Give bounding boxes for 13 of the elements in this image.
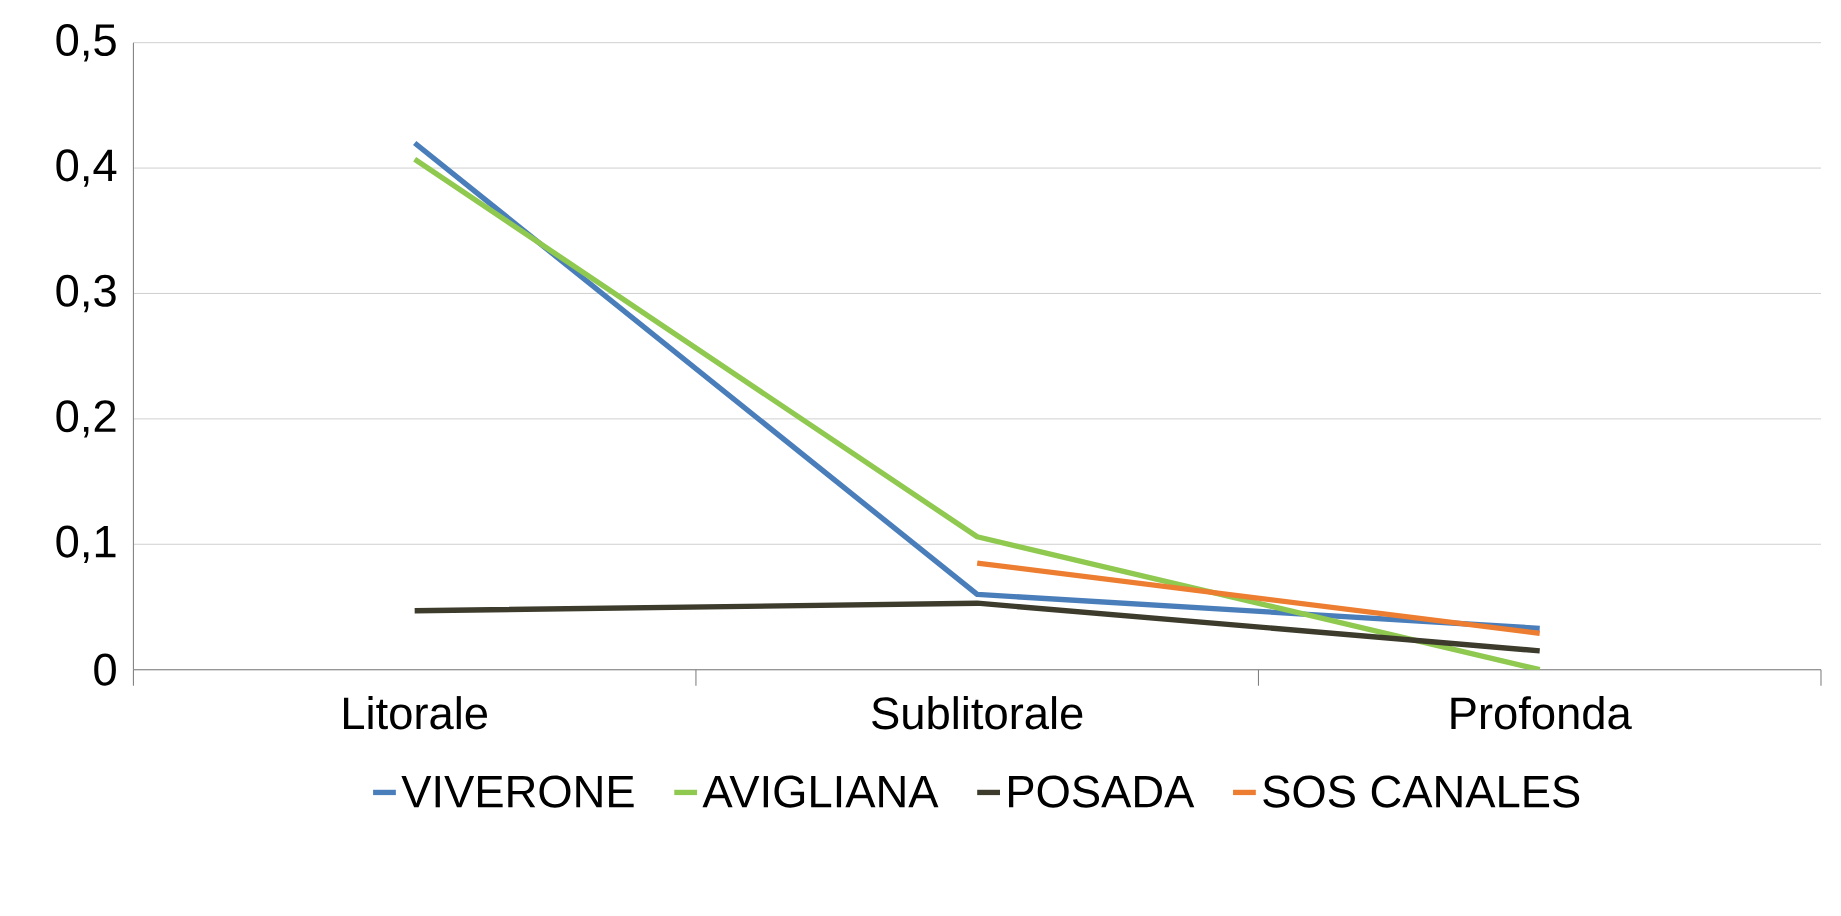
y-tick-label: 0,2 [56,399,116,438]
legend-label: SOS CANALES [1263,775,1580,808]
y-tick-label: 0,3 [56,274,116,312]
y-tick-label: 0,5 [56,23,116,62]
x-tick-label: Litorale [344,695,488,730]
y-tick-label: 0,1 [56,525,116,563]
y-tick-label: 0,4 [56,149,117,187]
x-tick-label: Profonda [1451,695,1632,730]
legend-label: AVIGLIANA [702,775,939,808]
y-tick-label: 0 [94,653,116,686]
legend-label: VIVERONE [401,775,634,808]
x-tick-label: Sublitorale [872,695,1083,730]
legend-label: POSADA [1009,775,1195,808]
